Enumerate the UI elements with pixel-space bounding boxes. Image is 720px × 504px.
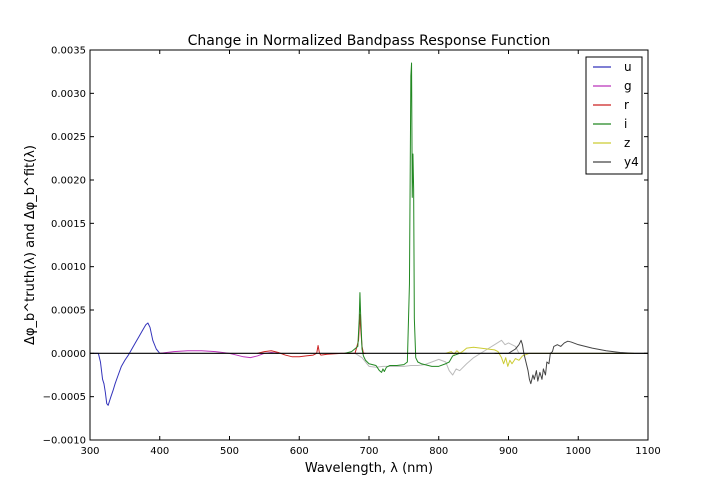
x-tick-label: 600: [290, 446, 309, 457]
y-tick-label: 0.0025: [51, 132, 86, 143]
legend-label-r: r: [624, 98, 629, 112]
x-tick-label: 300: [80, 446, 99, 457]
y-tick-label: −0.0010: [43, 436, 86, 447]
legend-label-g: g: [624, 79, 632, 93]
legend-label-i: i: [624, 117, 627, 131]
x-tick-label: 800: [429, 446, 448, 457]
legend-box: [585, 56, 643, 175]
y-tick-label: 0.0035: [51, 46, 86, 57]
x-tick-label: 500: [220, 446, 239, 457]
series-line-y4: [494, 339, 648, 385]
plot-frame: [89, 49, 649, 441]
chart-title: Change in Normalized Bandpass Response F…: [188, 33, 551, 49]
y-tick-label: 0.0000: [51, 349, 86, 360]
series-line-u: [93, 322, 167, 406]
y-tick-label: 0.0015: [51, 219, 86, 230]
x-axis-ticks: 300 400 500 600 700 800 900 1000 1100: [80, 50, 661, 457]
x-tick-label: 1000: [566, 446, 591, 457]
x-tick-label: 400: [150, 446, 169, 457]
y-tick-label: 0.0020: [51, 176, 86, 187]
y-tick-label: 0.0010: [51, 262, 86, 273]
x-tick-label: 1100: [635, 446, 660, 457]
legend-label-z: z: [624, 136, 630, 150]
x-axis-label: Wavelength, λ (nm): [305, 461, 433, 476]
y-tick-label: −0.0005: [43, 392, 86, 403]
y-axis-label: Δφ_b^truth(λ) and Δφ_b^fit(λ): [23, 145, 38, 345]
series-line-i: [344, 62, 467, 373]
x-tick-label: 900: [499, 446, 518, 457]
y-tick-label: 0.0030: [51, 89, 86, 100]
x-tick-label: 700: [359, 446, 378, 457]
y-axis-ticks: −0.0010 −0.0005 0.0000 0.0005 0.0010 0.0015 0.…: [43, 46, 648, 447]
legend-label-y4: y4: [624, 155, 639, 169]
legend-label-u: u: [624, 60, 632, 74]
plot-area: [89, 49, 649, 441]
y-tick-label: 0.0005: [51, 306, 86, 317]
